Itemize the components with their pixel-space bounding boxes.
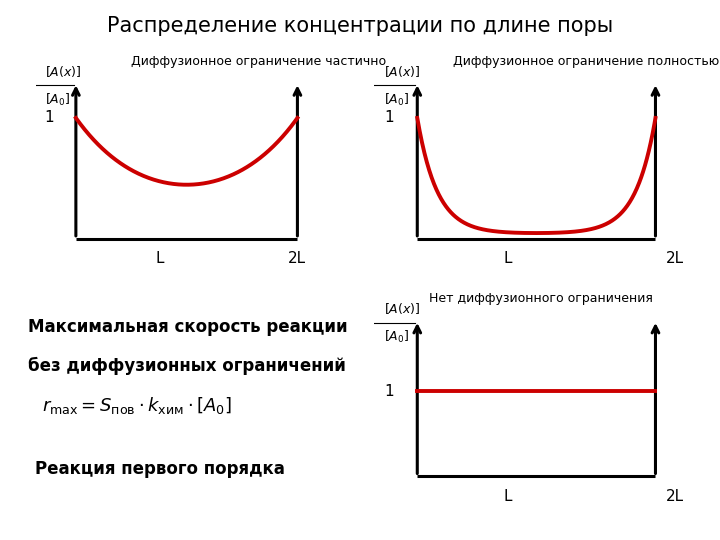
Text: 1: 1 — [384, 383, 393, 399]
Text: $[A(x)]$: $[A(x)]$ — [45, 64, 81, 78]
Text: $r_{\rm max} = S_{\rm пов} \cdot k_{\rm хим} \cdot [A_0]$: $r_{\rm max} = S_{\rm пов} \cdot k_{\rm … — [42, 395, 232, 416]
Text: L: L — [503, 251, 512, 266]
Text: Распределение концентрации по длине поры: Распределение концентрации по длине поры — [107, 16, 613, 36]
Text: 1: 1 — [44, 111, 54, 125]
Text: 2L: 2L — [665, 251, 683, 266]
Text: $[A_0]$: $[A_0]$ — [45, 91, 70, 107]
Text: Диффузионное ограничение частично: Диффузионное ограничение частично — [131, 55, 387, 68]
Text: Реакция первого порядка: Реакция первого порядка — [35, 460, 285, 478]
Text: Нет диффузионного ограничения: Нет диффузионного ограничения — [429, 292, 653, 305]
Text: $[A(x)]$: $[A(x)]$ — [384, 301, 420, 316]
Text: L: L — [503, 489, 512, 504]
Text: без диффузионных ограничений: без диффузионных ограничений — [28, 356, 346, 375]
Text: Максимальная скорость реакции: Максимальная скорость реакции — [28, 318, 348, 335]
Text: L: L — [156, 251, 164, 266]
Text: $[A_0]$: $[A_0]$ — [384, 91, 409, 107]
Text: Диффузионное ограничение полностью: Диффузионное ограничение полностью — [453, 55, 719, 68]
Text: 1: 1 — [384, 111, 393, 125]
Text: $[A(x)]$: $[A(x)]$ — [384, 64, 420, 78]
Text: $[A_0]$: $[A_0]$ — [384, 329, 409, 345]
Text: 2L: 2L — [288, 251, 307, 266]
Text: 2L: 2L — [665, 489, 683, 504]
